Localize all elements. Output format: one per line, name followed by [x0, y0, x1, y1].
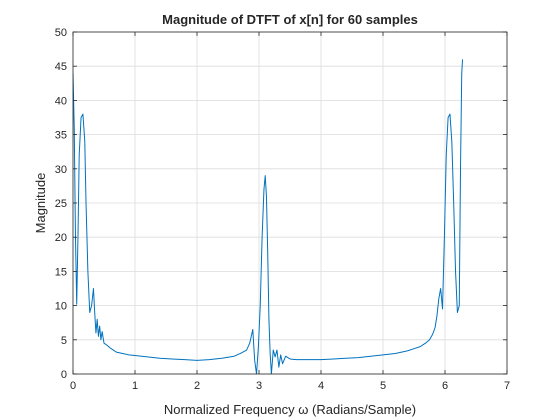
y-tick-label: 35	[55, 130, 67, 142]
y-tick-label: 5	[61, 335, 67, 347]
y-tick-label: 30	[55, 164, 67, 176]
y-axis-label: Magnitude	[33, 173, 48, 234]
y-tick-label: 20	[55, 232, 67, 244]
y-tick-label: 0	[61, 369, 67, 381]
y-tick-label: 40	[55, 95, 67, 107]
y-tick-label: 45	[55, 61, 67, 73]
x-tick-label: 3	[256, 380, 262, 392]
y-tick-label: 15	[55, 266, 67, 278]
y-tick-label: 25	[55, 198, 67, 210]
x-tick-label: 4	[318, 380, 324, 392]
plot-area	[73, 59, 464, 374]
x-tick-label: 7	[504, 380, 510, 392]
x-axis-label: Normalized Frequency ω (Radians/Sample)	[164, 402, 416, 417]
x-tick-label: 5	[380, 380, 386, 392]
series-group	[73, 59, 464, 374]
series-line-0	[73, 59, 464, 374]
y-tick-label: 10	[55, 301, 67, 313]
chart-title: Magnitude of DTFT of x[n] for 60 samples	[162, 12, 418, 27]
x-tick-label: 1	[132, 380, 138, 392]
y-tick-label: 50	[55, 27, 67, 39]
x-tick-label: 2	[194, 380, 200, 392]
x-axis-ticks: 0 1 2 3 4 5 6 7	[70, 32, 510, 392]
x-tick-label: 0	[70, 380, 76, 392]
y-axis-ticks: 0 5 10 15 20 25 30 35 40 45 50	[55, 27, 507, 381]
x-tick-label: 6	[442, 380, 448, 392]
